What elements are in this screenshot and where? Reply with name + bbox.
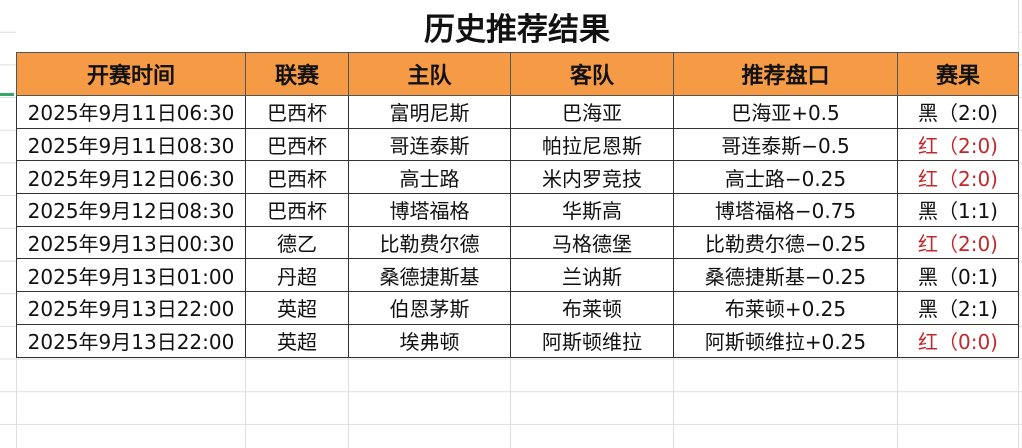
home-team-cell[interactable]: 桑德捷斯基 <box>348 258 511 293</box>
league-cell[interactable]: 丹超 <box>245 258 349 293</box>
home-team-cell[interactable]: 富明尼斯 <box>348 95 511 129</box>
time-cell[interactable]: 2025年9月11日06:30 <box>16 95 246 129</box>
league-cell[interactable]: 巴西杯 <box>245 160 349 195</box>
header-row: 开赛时间 联赛 主队 客队 推荐盘口 赛果 <box>16 52 1019 96</box>
result-cell[interactable]: 红（0:0) <box>897 323 1019 358</box>
league-cell[interactable]: 巴西杯 <box>245 127 349 162</box>
away-team-cell[interactable]: 华斯高 <box>510 193 674 227</box>
table-row: 2025年9月13日22:00 英超 伯恩茅斯 布莱顿 布莱顿+0.25 黑（2:1) <box>16 291 1019 325</box>
sheet-title: 历史推荐结果 <box>16 0 1018 53</box>
pick-cell[interactable]: 哥连泰斯−0.5 <box>673 127 898 162</box>
away-team-cell[interactable]: 米内罗竞技 <box>510 160 674 195</box>
grid-line <box>1018 0 1019 448</box>
table-row: 2025年9月12日08:30 巴西杯 博塔福格 华斯高 博塔福格−0.75 黑（1:1) <box>16 193 1019 227</box>
home-team-cell[interactable]: 伯恩茅斯 <box>348 291 511 325</box>
pick-cell[interactable]: 桑德捷斯基−0.25 <box>673 258 898 293</box>
away-team-cell[interactable]: 阿斯顿维拉 <box>510 323 674 358</box>
league-cell[interactable]: 巴西杯 <box>245 193 349 227</box>
table-row: 2025年9月11日06:30 巴西杯 富明尼斯 巴海亚 巴海亚+0.5 黑（2:0) <box>16 95 1019 129</box>
header-cell[interactable]: 推荐盘口 <box>673 52 898 96</box>
time-cell[interactable]: 2025年9月12日08:30 <box>16 193 246 227</box>
home-team-cell[interactable]: 高士路 <box>348 160 511 195</box>
home-team-cell[interactable]: 博塔福格 <box>348 193 511 227</box>
header-cell[interactable]: 赛果 <box>897 52 1019 96</box>
pick-cell[interactable]: 博塔福格−0.75 <box>673 193 898 227</box>
away-team-cell[interactable]: 巴海亚 <box>510 95 674 129</box>
result-cell[interactable]: 黑（1:1) <box>897 193 1019 227</box>
header-cell[interactable]: 主队 <box>348 52 511 96</box>
header-cell[interactable]: 联赛 <box>245 52 349 96</box>
time-cell[interactable]: 2025年9月13日01:00 <box>16 258 246 293</box>
home-team-cell[interactable]: 比勒费尔德 <box>348 225 511 260</box>
table-row: 2025年9月12日06:30 巴西杯 高士路 米内罗竞技 高士路−0.25 红（2:0) <box>16 160 1019 195</box>
result-cell[interactable]: 黑（2:1) <box>897 291 1019 325</box>
pick-cell[interactable]: 布莱顿+0.25 <box>673 291 898 325</box>
table-row: 2025年9月13日22:00 英超 埃弗顿 阿斯顿维拉 阿斯顿维拉+0.25 红（0:0… <box>16 323 1019 358</box>
time-cell[interactable]: 2025年9月13日22:00 <box>16 291 246 325</box>
away-team-cell[interactable]: 兰讷斯 <box>510 258 674 293</box>
header-cell[interactable]: 客队 <box>510 52 674 96</box>
table-row: 2025年9月13日01:00 丹超 桑德捷斯基 兰讷斯 桑德捷斯基−0.25 黑（0:1… <box>16 258 1019 293</box>
time-cell[interactable]: 2025年9月12日06:30 <box>16 160 246 195</box>
result-cell[interactable]: 黑（0:1) <box>897 258 1019 293</box>
league-cell[interactable]: 英超 <box>245 291 349 325</box>
league-cell[interactable]: 德乙 <box>245 225 349 260</box>
away-team-cell[interactable]: 马格德堡 <box>510 225 674 260</box>
time-cell[interactable]: 2025年9月11日08:30 <box>16 127 246 162</box>
home-team-cell[interactable]: 哥连泰斯 <box>348 127 511 162</box>
results-table: 开赛时间 联赛 主队 客队 推荐盘口 赛果 2025年9月11日06:30 巴西杯… <box>16 52 1019 358</box>
result-cell[interactable]: 黑（2:0) <box>897 95 1019 129</box>
result-cell[interactable]: 红（2:0) <box>897 127 1019 162</box>
pick-cell[interactable]: 阿斯顿维拉+0.25 <box>673 323 898 358</box>
away-team-cell[interactable]: 帕拉尼恩斯 <box>510 127 674 162</box>
home-team-cell[interactable]: 埃弗顿 <box>348 323 511 358</box>
league-cell[interactable]: 巴西杯 <box>245 95 349 129</box>
league-cell[interactable]: 英超 <box>245 323 349 358</box>
pick-cell[interactable]: 巴海亚+0.5 <box>673 95 898 129</box>
pick-cell[interactable]: 比勒费尔德−0.25 <box>673 225 898 260</box>
result-cell[interactable]: 红（2:0) <box>897 160 1019 195</box>
table-row: 2025年9月13日00:30 德乙 比勒费尔德 马格德堡 比勒费尔德−0.25 红（2:… <box>16 225 1019 260</box>
row-selection-indicator <box>0 93 14 96</box>
result-cell[interactable]: 红（2:0) <box>897 225 1019 260</box>
time-cell[interactable]: 2025年9月13日00:30 <box>16 225 246 260</box>
header-cell[interactable]: 开赛时间 <box>16 52 246 96</box>
table-row: 2025年9月11日08:30 巴西杯 哥连泰斯 帕拉尼恩斯 哥连泰斯−0.5 红（2:0… <box>16 127 1019 162</box>
pick-cell[interactable]: 高士路−0.25 <box>673 160 898 195</box>
away-team-cell[interactable]: 布莱顿 <box>510 291 674 325</box>
time-cell[interactable]: 2025年9月13日22:00 <box>16 323 246 358</box>
